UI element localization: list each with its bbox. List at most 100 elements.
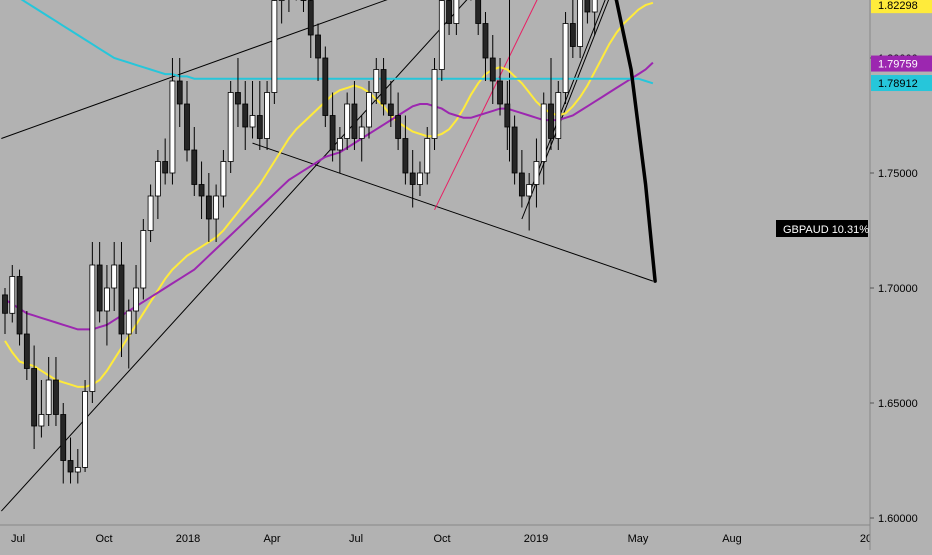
symbol-label-badge[interactable]: GBPAUD 10.31% [776, 220, 869, 237]
candle[interactable] [489, 35, 496, 104]
candle[interactable] [540, 92, 547, 185]
y-tick-label: 1.65000 [878, 398, 918, 410]
candle[interactable] [235, 58, 241, 127]
candle[interactable] [329, 92, 336, 162]
candle[interactable] [154, 150, 161, 219]
candle[interactable] [198, 161, 205, 220]
candle[interactable] [45, 357, 52, 426]
candle[interactable] [147, 184, 154, 243]
trendline-0[interactable] [0, 0, 864, 512]
candle[interactable] [191, 127, 198, 196]
candle[interactable] [31, 345, 38, 450]
candle[interactable] [504, 81, 511, 150]
candle[interactable] [256, 81, 263, 150]
candle[interactable] [104, 265, 110, 346]
candle[interactable] [242, 81, 249, 150]
projection-curve[interactable] [591, 0, 657, 283]
candle[interactable] [584, 0, 591, 24]
candle[interactable] [264, 81, 270, 150]
candle[interactable] [526, 173, 533, 231]
candle-body [315, 34, 321, 59]
candle[interactable] [380, 58, 387, 116]
candle[interactable] [322, 46, 329, 128]
candle[interactable] [569, 0, 576, 58]
candle[interactable] [548, 58, 554, 150]
candle[interactable] [53, 357, 59, 426]
trendline-5[interactable] [434, 0, 617, 211]
candle[interactable] [562, 12, 569, 104]
candle[interactable] [402, 115, 409, 185]
candle[interactable] [169, 58, 176, 185]
candle[interactable] [249, 81, 256, 139]
candle[interactable] [300, 0, 307, 12]
candle[interactable] [518, 150, 525, 208]
candle[interactable] [82, 380, 88, 472]
candle[interactable] [497, 58, 503, 116]
ma-line-3[interactable] [5, 0, 654, 85]
candle[interactable] [176, 58, 183, 127]
candle[interactable] [475, 0, 482, 35]
candle[interactable] [431, 58, 438, 150]
candle[interactable] [555, 81, 562, 150]
candle[interactable] [395, 92, 402, 151]
candle[interactable] [373, 58, 380, 104]
candle[interactable] [162, 138, 169, 185]
candle[interactable] [74, 449, 81, 484]
candle[interactable] [482, 12, 489, 81]
candle[interactable] [271, 0, 278, 104]
price-badge-bg [871, 0, 932, 14]
candle[interactable] [591, 0, 598, 35]
candle[interactable] [67, 437, 74, 484]
candle[interactable] [111, 242, 118, 311]
candle[interactable] [38, 380, 45, 438]
trendline-1[interactable] [1, 0, 864, 139]
candle[interactable] [438, 0, 445, 81]
trendline-7[interactable] [521, 0, 642, 220]
candle[interactable] [125, 299, 132, 369]
candle[interactable] [278, 0, 285, 24]
candle[interactable] [89, 242, 96, 403]
candle[interactable] [2, 288, 8, 334]
candle[interactable] [220, 150, 227, 208]
candle[interactable] [351, 81, 358, 150]
candle[interactable] [533, 138, 540, 208]
candle-body [482, 23, 489, 59]
candle-body [96, 264, 103, 312]
candle[interactable] [387, 81, 394, 127]
candle-body [307, 0, 314, 36]
candle[interactable] [344, 92, 351, 151]
candle[interactable] [140, 219, 147, 300]
candle[interactable] [336, 127, 343, 173]
y-axis[interactable]: 1.600001.650001.700001.750001.800001.850… [869, 0, 932, 550]
candle[interactable] [286, 0, 291, 12]
candle[interactable] [315, 23, 321, 82]
candle[interactable] [358, 115, 365, 162]
trendline-4[interactable] [252, 142, 654, 282]
candle[interactable] [213, 184, 220, 243]
candle[interactable] [227, 81, 234, 173]
candle[interactable] [577, 0, 584, 58]
candle[interactable] [96, 242, 103, 323]
candle-body [162, 161, 169, 174]
candle[interactable] [9, 265, 16, 323]
candle[interactable] [417, 161, 423, 197]
candle-body [569, 23, 576, 47]
candle[interactable] [366, 81, 372, 139]
candle[interactable] [205, 173, 212, 242]
candle[interactable] [118, 242, 125, 357]
candle[interactable] [409, 150, 416, 208]
candle[interactable] [307, 0, 314, 58]
candle[interactable] [446, 0, 452, 35]
candle[interactable] [511, 115, 518, 185]
candle[interactable] [16, 269, 23, 346]
candle[interactable] [453, 0, 460, 35]
candle[interactable] [60, 403, 67, 484]
candle[interactable] [133, 265, 139, 334]
candle[interactable] [184, 81, 190, 162]
candle[interactable] [23, 311, 30, 380]
candle-body [489, 57, 496, 82]
candle[interactable] [424, 127, 431, 185]
